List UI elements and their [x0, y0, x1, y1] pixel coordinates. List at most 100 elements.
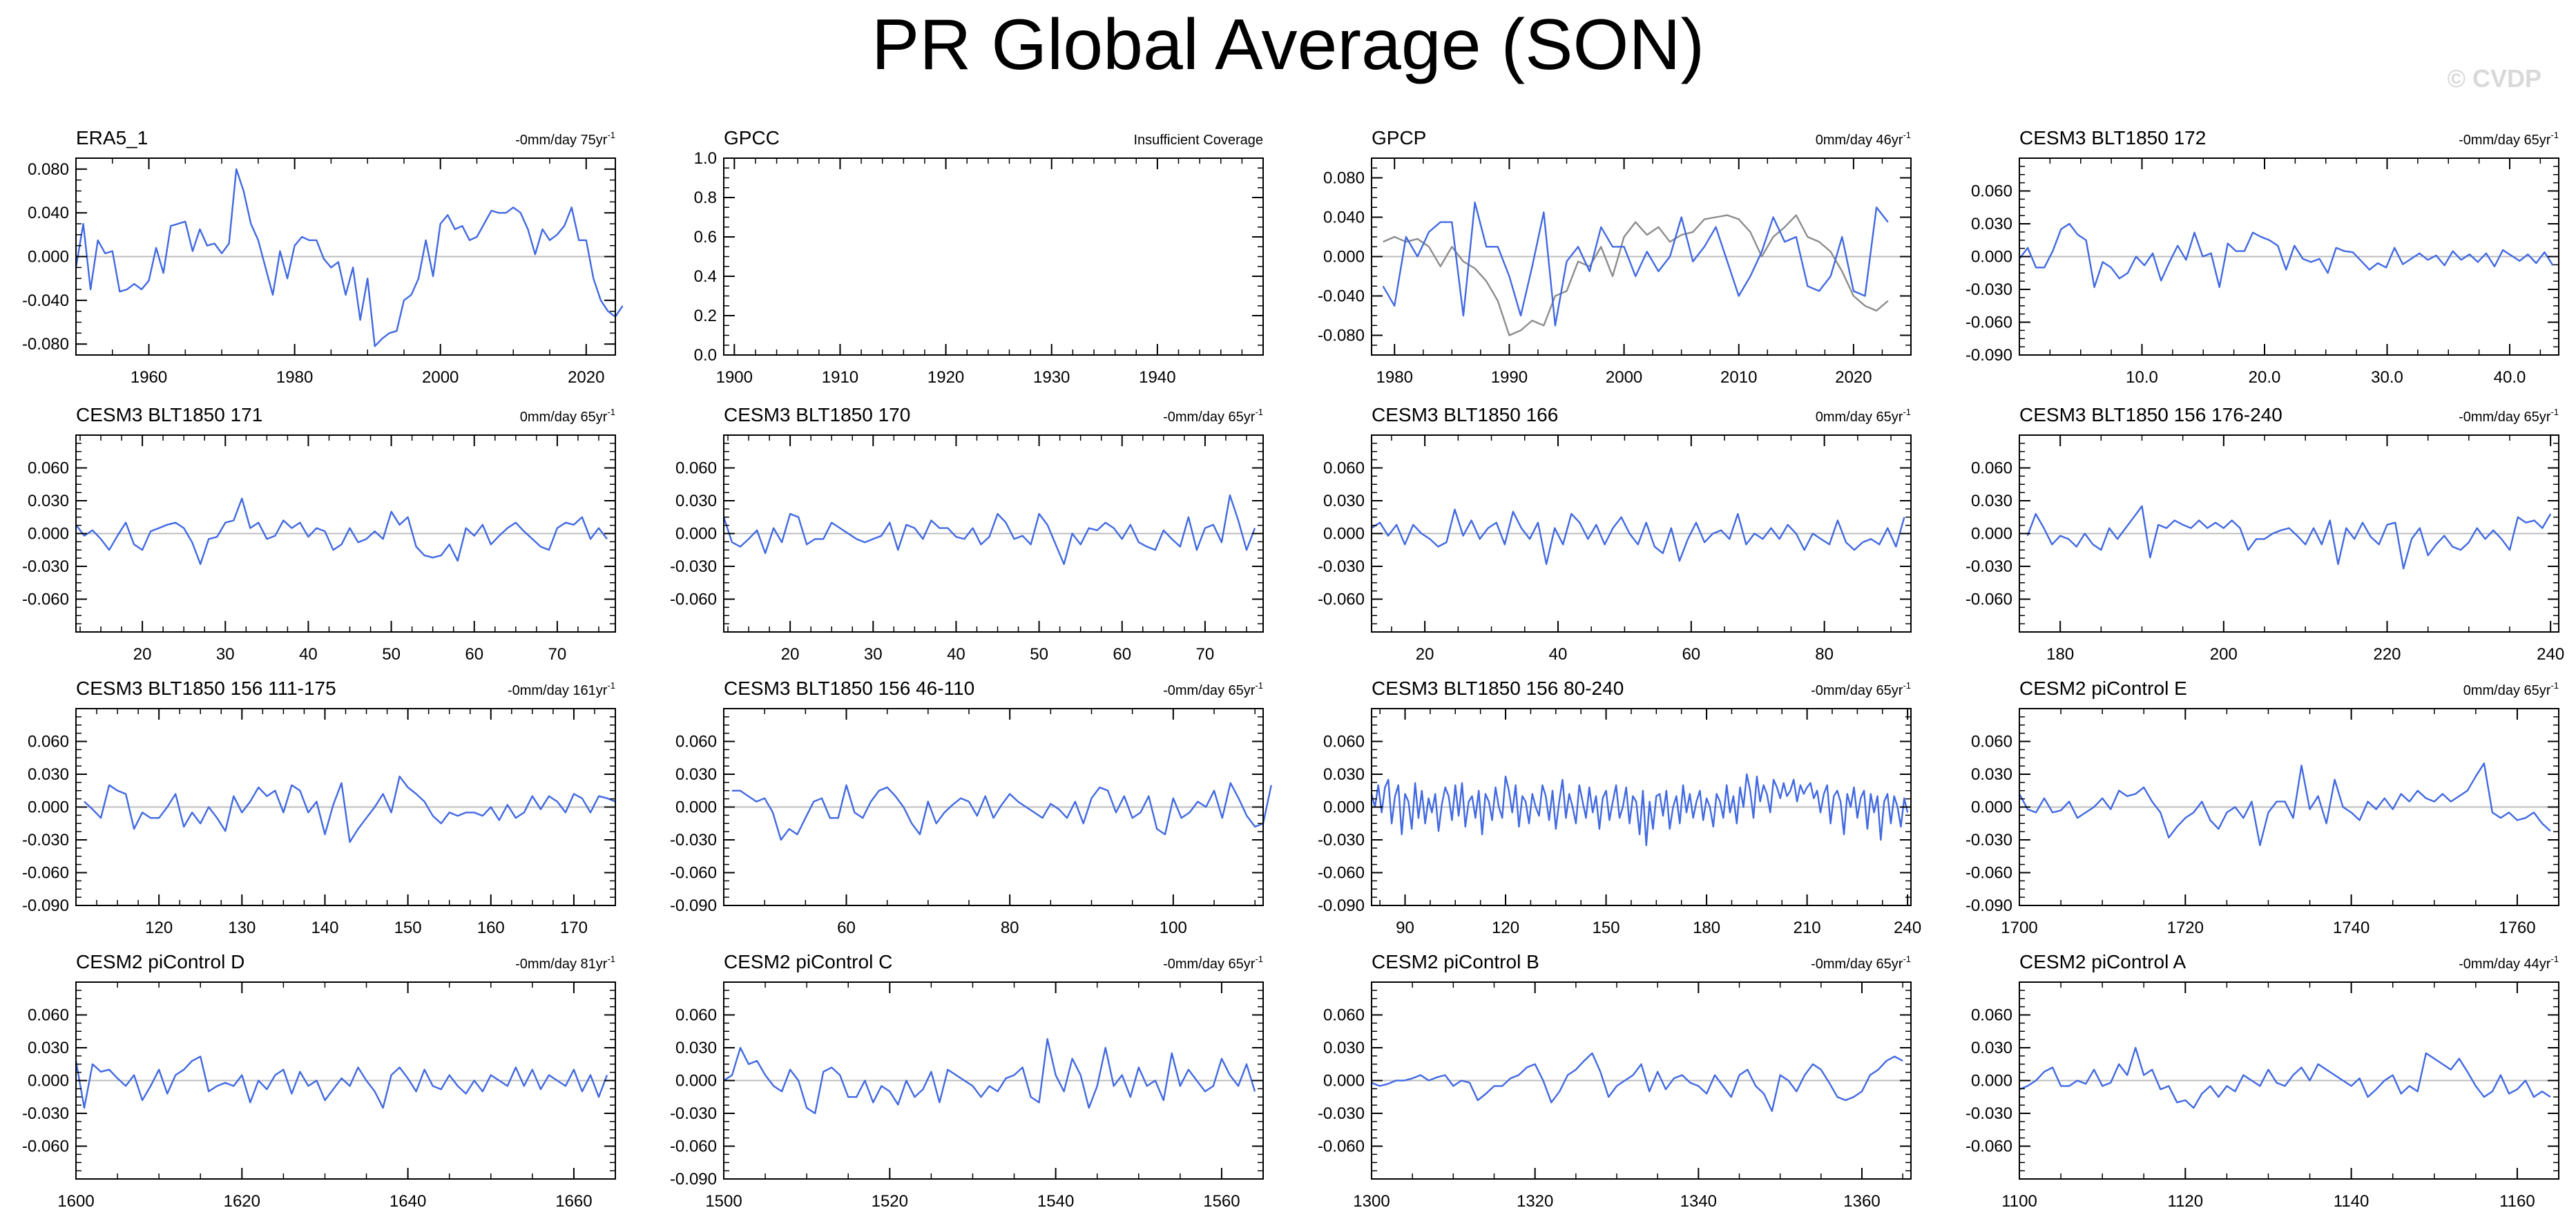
x-tick-label: 20 [781, 645, 800, 664]
x-tick-label: 1560 [1203, 1192, 1240, 1211]
trend-exponent: -1 [2550, 130, 2559, 140]
panel-trend-text: 0mm/day 65yr [520, 410, 608, 425]
y-tick-label: 0.030 [28, 492, 69, 510]
chart-panel: CESM3 BLT1850 156 176-240 -0mm/day 65yr-1… [1965, 404, 2564, 664]
trend-exponent: -1 [2550, 680, 2559, 691]
chart-panel: GPCC Insufficient Coverage 1900 1910 1920 193… [694, 127, 1264, 387]
panel-trend: 0mm/day 65yr-1 [2463, 680, 2559, 698]
series-line [1371, 508, 1905, 565]
y-tick-label: 0.000 [1971, 525, 2012, 544]
x-tick-label: 1960 [131, 368, 167, 387]
y-tick-label: -0.090 [670, 1170, 717, 1189]
chart-panel: CESM2 piControl D -0mm/day 81yr-1 1600 1620… [22, 951, 616, 1211]
panel-trend: -0mm/day 65yr-1 [1163, 954, 1263, 972]
x-tick-label: 1740 [2333, 919, 2370, 937]
trend-exponent: -1 [2550, 954, 2559, 964]
panel-trend-text: -0mm/day 65yr [1811, 957, 1903, 972]
panel-trend: -0mm/day 65yr-1 [2459, 130, 2559, 148]
x-tick-label: 1900 [716, 368, 753, 387]
panel-trend-text: -0mm/day 65yr [1811, 683, 1903, 698]
x-tick-label: 1660 [555, 1192, 592, 1211]
x-tick-label: 1340 [1680, 1192, 1717, 1211]
panel-title: CESM2 piControl B [1372, 951, 1539, 972]
y-tick-label: 0.060 [675, 733, 717, 751]
y-tick-label: 0.040 [1323, 209, 1365, 227]
y-tick-label: -0.030 [22, 831, 69, 850]
x-tick-label: 1500 [705, 1192, 742, 1211]
panel-trend-text: -0mm/day 65yr [1163, 683, 1256, 698]
panel-title: CESM3 BLT1850 156 176-240 [2019, 404, 2282, 425]
y-tick-label: 0.000 [1971, 248, 2012, 267]
x-tick-label: 60 [1682, 645, 1700, 664]
y-tick-label: -0.060 [1965, 864, 2012, 883]
panel-trend: -0mm/day 65yr-1 [2459, 407, 2559, 425]
x-tick-label: 1600 [57, 1192, 94, 1211]
y-tick-label: -0.030 [1965, 831, 2012, 850]
x-tick-label: 30.0 [2371, 368, 2403, 387]
watermark: © CVDP [2447, 64, 2541, 93]
y-tick-label: 0.000 [675, 1072, 717, 1091]
series-line [1382, 201, 1889, 327]
panel-trend: 0mm/day 65yr-1 [1816, 407, 1911, 425]
chart-panel: CESM2 piControl B -0mm/day 65yr-1 1300 1320… [1318, 951, 1912, 1211]
x-tick-label: 180 [2046, 645, 2074, 664]
y-tick-label: 0.030 [675, 765, 717, 784]
panel-title: CESM3 BLT1850 171 [76, 404, 262, 425]
y-tick-label: 0.080 [28, 160, 69, 179]
y-tick-label: -0.080 [1318, 327, 1365, 345]
x-tick-label: 50 [1030, 645, 1048, 664]
trend-exponent: -1 [1255, 954, 1263, 964]
y-tick-label: 1.0 [694, 149, 717, 168]
y-tick-label: 0.030 [1971, 1039, 2012, 1057]
x-tick-label: 40 [299, 645, 318, 664]
x-tick-label: 1140 [2334, 1192, 2370, 1211]
panel-trend: 0mm/day 46yr-1 [1816, 130, 1911, 148]
x-tick-label: 1980 [276, 368, 313, 387]
x-tick-label: 100 [1160, 919, 1187, 937]
trend-exponent: -1 [1255, 680, 1263, 691]
plot-frame [723, 157, 1264, 356]
x-tick-label: 180 [1693, 919, 1720, 937]
trend-exponent: -1 [607, 680, 615, 691]
panel-title: CESM3 BLT1850 170 [724, 404, 910, 425]
x-tick-label: 150 [394, 919, 422, 937]
y-tick-label: -0.090 [22, 896, 69, 915]
panel-trend-text: 0mm/day 46yr [1816, 133, 1903, 148]
x-tick-label: 80 [1001, 919, 1019, 937]
x-tick-label: 20.0 [2249, 368, 2281, 387]
panel-title: CESM3 BLT1850 156 46-110 [724, 678, 974, 699]
chart-panel: CESM2 piControl E 0mm/day 65yr-1 1700 1720 1… [1965, 678, 2559, 937]
x-tick-label: 2010 [1720, 368, 1757, 387]
trend-exponent: -1 [2550, 407, 2559, 417]
y-tick-label: 0.030 [1323, 765, 1365, 784]
panel-title: CESM3 BLT1850 156 111-175 [76, 678, 336, 699]
panel-trend: 0mm/day 65yr-1 [520, 407, 615, 425]
x-tick-label: 2020 [568, 368, 604, 387]
y-tick-label: -0.030 [1965, 280, 2012, 299]
y-tick-label: -0.060 [1965, 1138, 2012, 1156]
panel-trend-text: -0mm/day 75yr [515, 133, 608, 148]
x-tick-label: 10.0 [2126, 368, 2158, 387]
y-tick-label: 0.030 [28, 765, 69, 784]
panel-trend-text: 0mm/day 65yr [2463, 683, 2551, 698]
chart-panel: CESM3 BLT1850 156 46-110 -0mm/day 65yr-1 6… [670, 678, 1272, 937]
chart-panel: CESM3 BLT1850 172 -0mm/day 65yr-1 10.0 20.0… [1965, 127, 2559, 387]
panel-trend-text: -0mm/day 65yr [2459, 410, 2551, 425]
x-tick-label: 200 [2210, 645, 2238, 664]
y-tick-label: 0.030 [1323, 1039, 1365, 1057]
x-tick-label: 1910 [822, 368, 858, 387]
series-line [1371, 1052, 1903, 1113]
x-tick-label: 50 [382, 645, 401, 664]
chart-panel: CESM3 BLT1850 156 111-175 -0mm/day 161yr-… [22, 678, 616, 937]
panel-title: GPCP [1372, 127, 1426, 148]
y-tick-label: -0.040 [1318, 287, 1365, 306]
y-tick-label: -0.060 [22, 591, 69, 609]
y-tick-label: 0.060 [675, 459, 717, 478]
trend-exponent: -1 [1903, 407, 1911, 417]
panel-trend: -0mm/day 44yr-1 [2459, 954, 2559, 972]
x-tick-label: 1990 [1491, 368, 1528, 387]
y-tick-label: 0.030 [675, 492, 717, 510]
y-tick-label: 0.060 [28, 459, 69, 478]
x-tick-label: 1980 [1376, 368, 1413, 387]
y-tick-label: 0.8 [694, 189, 717, 207]
